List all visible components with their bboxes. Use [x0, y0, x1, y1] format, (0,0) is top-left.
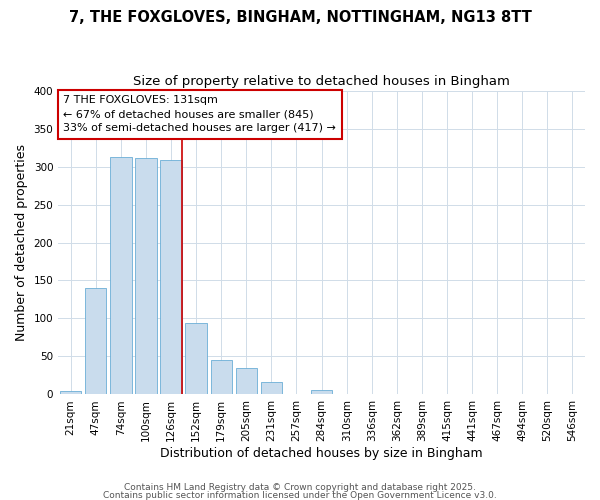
Bar: [311, 390, 332, 394]
Bar: [211, 360, 232, 394]
Text: Contains public sector information licensed under the Open Government Licence v3: Contains public sector information licen…: [103, 490, 497, 500]
Bar: [236, 368, 257, 394]
Text: Contains HM Land Registry data © Crown copyright and database right 2025.: Contains HM Land Registry data © Crown c…: [124, 484, 476, 492]
Bar: [110, 158, 131, 394]
Bar: [160, 160, 182, 394]
Bar: [185, 323, 207, 394]
Title: Size of property relative to detached houses in Bingham: Size of property relative to detached ho…: [133, 75, 510, 88]
Y-axis label: Number of detached properties: Number of detached properties: [15, 144, 28, 341]
Text: 7 THE FOXGLOVES: 131sqm
← 67% of detached houses are smaller (845)
33% of semi-d: 7 THE FOXGLOVES: 131sqm ← 67% of detache…: [64, 95, 337, 133]
Bar: [85, 288, 106, 395]
Text: 7, THE FOXGLOVES, BINGHAM, NOTTINGHAM, NG13 8TT: 7, THE FOXGLOVES, BINGHAM, NOTTINGHAM, N…: [68, 10, 532, 25]
X-axis label: Distribution of detached houses by size in Bingham: Distribution of detached houses by size …: [160, 447, 483, 460]
Bar: [60, 392, 82, 394]
Bar: [261, 382, 282, 394]
Bar: [136, 158, 157, 394]
